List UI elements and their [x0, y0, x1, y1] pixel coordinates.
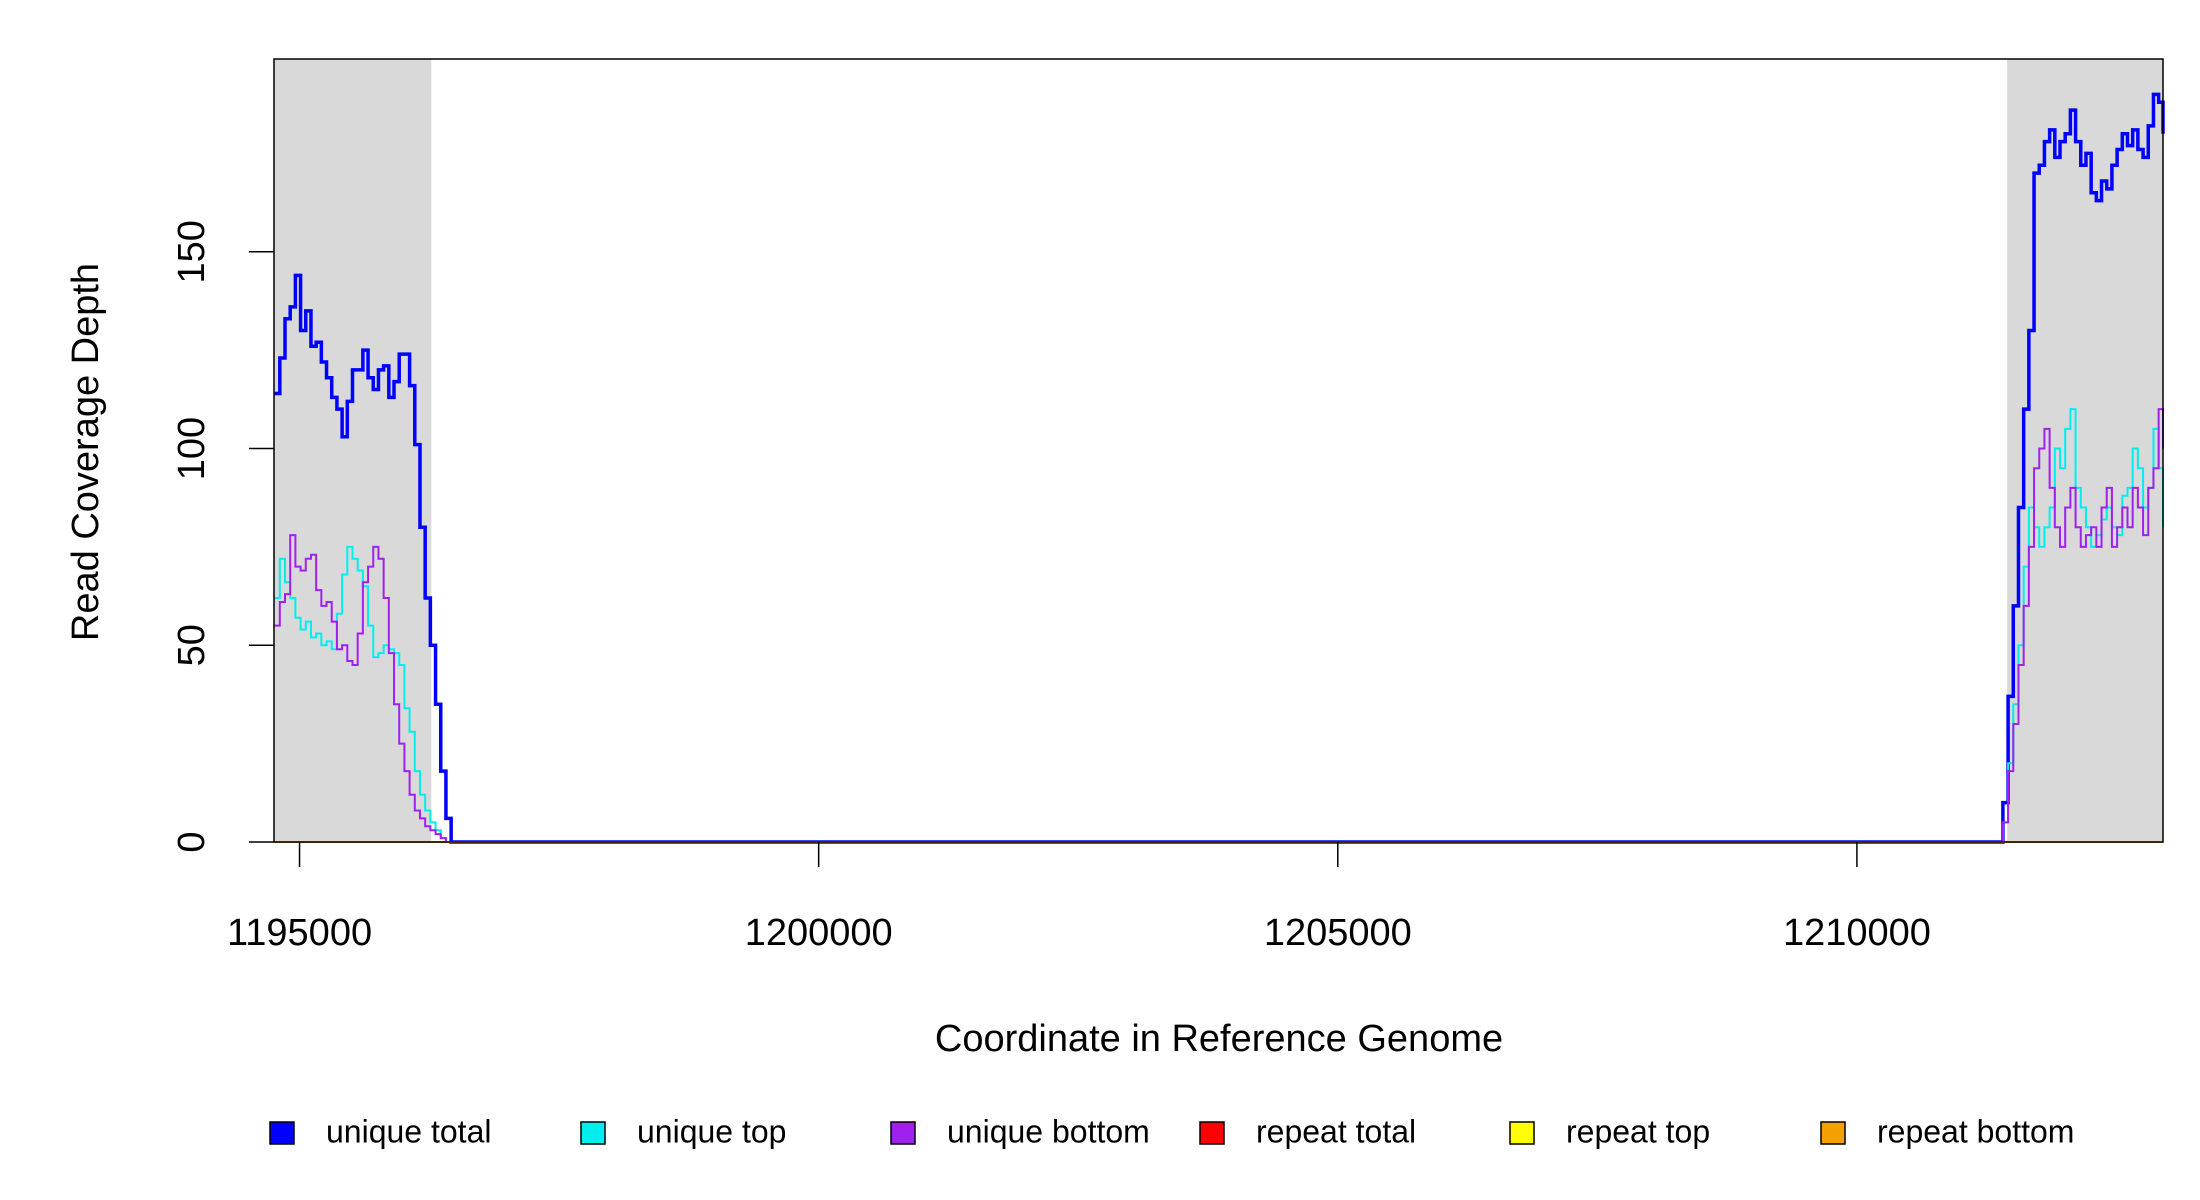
x-tick-label: 1205000 [1264, 912, 1412, 954]
legend-label: unique bottom [947, 1113, 1150, 1149]
legend-swatch [1509, 1121, 1535, 1145]
legend-swatch [890, 1121, 916, 1145]
legend-label: repeat total [1256, 1113, 1416, 1149]
series-line [274, 92, 2165, 844]
highlight-region [274, 59, 432, 842]
series-line [274, 408, 2164, 843]
legend-label: repeat bottom [1877, 1113, 2074, 1149]
legend-label: unique top [637, 1113, 786, 1149]
legend-label: unique total [326, 1113, 491, 1149]
plot-frame [273, 58, 2164, 843]
y-tick-label: 100 [171, 417, 213, 480]
legend-swatch [1820, 1121, 1846, 1145]
y-tick-label: 150 [171, 220, 213, 283]
x-axis-title: Coordinate in Reference Genome [935, 1018, 1503, 1060]
legend-label: repeat top [1566, 1113, 1710, 1149]
x-tick-label: 1200000 [745, 912, 893, 954]
y-tick-label: 50 [171, 624, 213, 666]
x-tick-label: 1210000 [1783, 912, 1931, 954]
x-tick-label: 1195000 [227, 912, 372, 954]
legend: unique total unique top unique bottom repea… [269, 1113, 2074, 1149]
legend-swatch [269, 1121, 295, 1145]
legend-swatch [580, 1121, 606, 1145]
highlight-region [2007, 59, 2163, 842]
y-axis-title: Read Coverage Depth [65, 263, 107, 641]
series-line [274, 408, 2164, 843]
y-tick-label: 0 [171, 831, 213, 852]
legend-swatch [1199, 1121, 1225, 1145]
